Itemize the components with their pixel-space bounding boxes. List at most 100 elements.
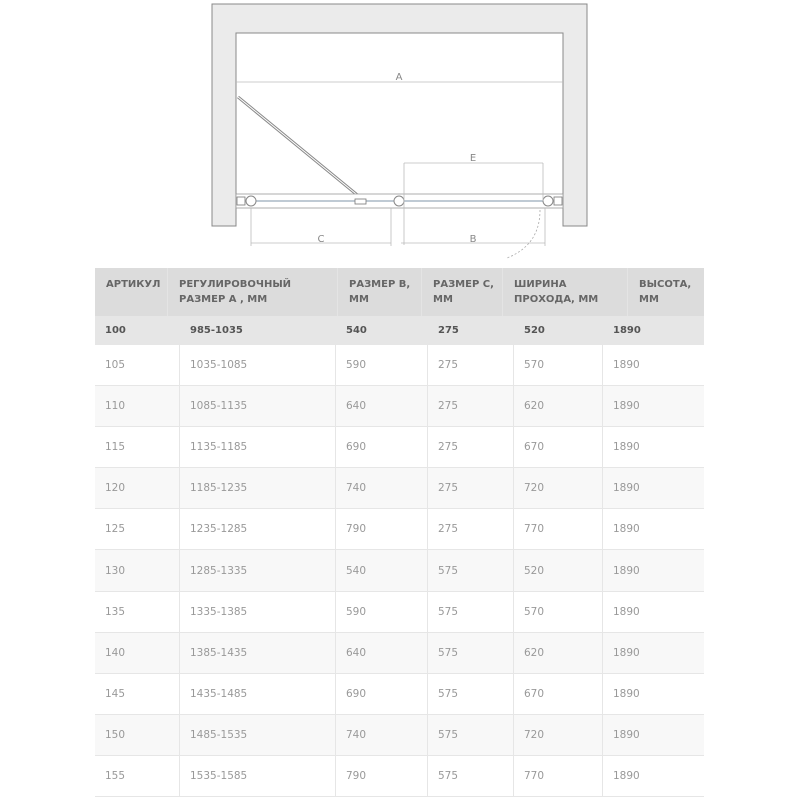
cell-size-c: 575 <box>428 550 514 591</box>
table-row: 105 1035-1085 590 275 570 1890 <box>95 345 704 387</box>
dimension-b <box>401 208 546 246</box>
roller-middle <box>393 195 405 207</box>
cell-article: 140 <box>95 632 180 673</box>
cell-height: 1890 <box>613 646 640 659</box>
cell-size-c: 275 <box>428 427 514 468</box>
cell-article: 125 <box>95 509 180 550</box>
cell-size-b: 640 <box>336 386 428 427</box>
cell-height: 1890 <box>613 324 641 336</box>
table-row: 115 1135-1185 690 275 670 1890 <box>95 427 704 469</box>
cell-size-b: 540 <box>336 550 428 591</box>
cell-size-b: 640 <box>336 632 428 673</box>
cell-article: 155 <box>95 755 180 797</box>
cell-size-c: 275 <box>428 345 514 386</box>
cell-article: 130 <box>95 550 180 591</box>
table-row: 140 1385-1435 640 575 620 1890 <box>95 632 704 674</box>
header-passage-width: ШИРИНА ПРОХОДА, ММ <box>503 268 628 316</box>
cell-size-a: 985-1035 <box>180 316 336 344</box>
cell-size-b: 740 <box>336 468 428 509</box>
cell-article: 145 <box>95 673 180 714</box>
cell-size-b: 590 <box>336 591 428 632</box>
cell-height: 1890 <box>613 441 640 454</box>
cell-article: 105 <box>95 345 180 386</box>
cell-size-c: 575 <box>428 591 514 632</box>
cell-size-a: 1185-1235 <box>180 468 336 509</box>
table-row: 130 1285-1335 540 575 520 1890 <box>95 550 704 592</box>
door-swing-arc <box>506 209 541 259</box>
cell-height: 1890 <box>613 687 640 700</box>
cell-passage-width: 520 <box>514 316 603 344</box>
cell-height: 1890 <box>613 605 640 618</box>
cell-height: 1890 <box>613 482 640 495</box>
wall-outline <box>211 3 588 227</box>
cell-passage-width: 670 <box>514 427 603 468</box>
table-row: 145 1435-1485 690 575 670 1890 <box>95 673 704 715</box>
label-e: E <box>470 153 476 164</box>
cell-height: 1890 <box>613 564 640 577</box>
cell-size-b: 690 <box>336 673 428 714</box>
cell-article: 110 <box>95 386 180 427</box>
cell-passage-width: 520 <box>514 550 603 591</box>
cell-passage-width: 570 <box>514 591 603 632</box>
header-size-c: РАЗМЕР С, ММ <box>422 268 503 316</box>
table-row: 110 1085-1135 640 275 620 1890 <box>95 386 704 428</box>
cell-size-b: 790 <box>336 509 428 550</box>
table-row: 120 1185-1235 740 275 720 1890 <box>95 468 704 510</box>
cell-passage-width: 720 <box>514 468 603 509</box>
label-b: B <box>470 234 477 245</box>
cell-passage-width: 770 <box>514 755 603 797</box>
dimension-e <box>403 162 544 245</box>
cell-article: 100 <box>95 316 180 344</box>
cell-size-c: 575 <box>428 673 514 714</box>
cell-size-b: 740 <box>336 714 428 755</box>
table-row: 125 1235-1285 790 275 770 1890 <box>95 509 704 551</box>
cell-height: 1890 <box>613 359 640 372</box>
table-row: 155 1535-1585 790 575 770 1890 <box>95 755 704 798</box>
cell-size-c: 575 <box>428 632 514 673</box>
label-c: C <box>318 234 325 245</box>
cell-passage-width: 670 <box>514 673 603 714</box>
cell-size-a: 1085-1135 <box>180 386 336 427</box>
cell-passage-width: 720 <box>514 714 603 755</box>
cell-passage-width: 620 <box>514 386 603 427</box>
table-row: 135 1335-1385 590 575 570 1890 <box>95 591 704 633</box>
cell-size-c: 275 <box>428 509 514 550</box>
cell-size-a: 1335-1385 <box>180 591 336 632</box>
cell-height: 1890 <box>613 523 640 536</box>
header-size-a: РЕГУЛИРОВОЧНЫЙ РАЗМЕР А , ММ <box>168 268 338 316</box>
cell-article: 115 <box>95 427 180 468</box>
cell-size-a: 1385-1435 <box>180 632 336 673</box>
cell-size-b: 690 <box>336 427 428 468</box>
cell-size-b: 540 <box>336 316 428 344</box>
table-row: 150 1485-1535 740 575 720 1890 <box>95 714 704 756</box>
table-header: АРТИКУЛ РЕГУЛИРОВОЧНЫЙ РАЗМЕР А , ММ РАЗ… <box>95 268 704 316</box>
cell-size-a: 1535-1585 <box>180 755 336 797</box>
header-size-b: РАЗМЕР В, ММ <box>338 268 422 316</box>
cell-size-c: 275 <box>428 468 514 509</box>
cell-size-a: 1435-1485 <box>180 673 336 714</box>
cell-passage-width: 570 <box>514 345 603 386</box>
header-height: ВЫСОТА, ММ <box>639 279 692 305</box>
cell-size-c: 575 <box>428 755 514 797</box>
cell-article: 150 <box>95 714 180 755</box>
cell-passage-width: 770 <box>514 509 603 550</box>
cell-passage-width: 620 <box>514 632 603 673</box>
cell-size-a: 1035-1085 <box>180 345 336 386</box>
cell-size-a: 1285-1335 <box>180 550 336 591</box>
cell-size-c: 575 <box>428 714 514 755</box>
cell-size-b: 590 <box>336 345 428 386</box>
cell-size-b: 790 <box>336 755 428 797</box>
cell-size-a: 1235-1285 <box>180 509 336 550</box>
cell-article: 135 <box>95 591 180 632</box>
roller-right <box>542 195 554 207</box>
cell-size-c: 275 <box>428 316 514 344</box>
cell-size-a: 1485-1535 <box>180 714 336 755</box>
cell-size-c: 275 <box>428 386 514 427</box>
cell-size-a: 1135-1185 <box>180 427 336 468</box>
cell-article: 120 <box>95 468 180 509</box>
dimension-c <box>250 208 392 246</box>
label-a: A <box>396 72 403 83</box>
header-article: АРТИКУЛ <box>95 268 168 316</box>
shower-door-plan-diagram: A E C B <box>211 3 588 259</box>
roller-left <box>245 195 257 207</box>
